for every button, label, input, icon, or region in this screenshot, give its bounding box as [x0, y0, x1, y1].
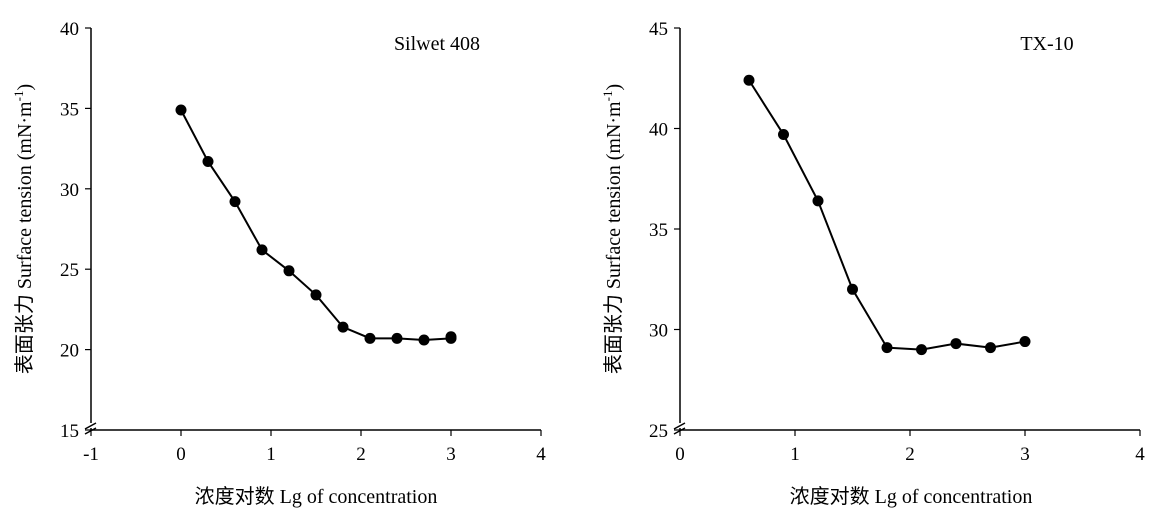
data-point [310, 289, 322, 301]
x-tick-label: 2 [905, 444, 915, 465]
data-point [418, 334, 430, 346]
data-point [391, 332, 403, 344]
x-axis-label: 浓度对数 Lg of concentration [195, 485, 438, 508]
data-point [778, 129, 789, 141]
x-tick-label: 1 [790, 444, 800, 465]
data-point [881, 342, 893, 354]
data-point [175, 104, 187, 116]
y-tick-label: 35 [649, 220, 668, 241]
y-tick-label: 40 [649, 120, 668, 141]
series-annotation: Silwet 408 [394, 33, 480, 55]
y-tick-label: 30 [649, 321, 668, 342]
data-point [916, 344, 927, 356]
data-point [337, 321, 349, 333]
x-tick-label: 2 [356, 444, 366, 465]
y-tick-label: 25 [60, 260, 79, 281]
axis-break-mark [84, 422, 97, 430]
x-axis-label: 浓度对数 Lg of concentration [790, 485, 1033, 508]
series-line [180, 109, 452, 341]
y-tick-label: 30 [60, 180, 79, 201]
data-point [202, 155, 214, 167]
x-tick-label: 3 [1020, 444, 1030, 465]
x-tick-label: 4 [536, 444, 546, 465]
chart-panel-1: 15 20 25 30 35 40 -1 0 1 2 3 4 Silwet 408 浓度对数 Lg of … [11, 19, 546, 508]
x-tick-label: 0 [675, 444, 685, 465]
data-point [229, 196, 241, 208]
series-line [748, 79, 1026, 351]
x-tick-label: 4 [1135, 444, 1145, 465]
data-point [847, 283, 858, 295]
y-tick-label: 35 [60, 99, 79, 120]
data-point [743, 74, 755, 86]
y-tick-label: 15 [60, 421, 79, 442]
x-tick-label: 1 [266, 444, 276, 465]
x-tick-label: 0 [176, 444, 186, 465]
axis-break-mark [673, 422, 686, 430]
data-point [283, 265, 295, 277]
data-point [985, 342, 996, 354]
y-tick-label: 20 [60, 341, 79, 362]
x-tick-label: -1 [83, 444, 99, 465]
y-axis-label: 表面张力 Surface tension (mN·m-1) [11, 84, 36, 374]
data-point [950, 338, 962, 350]
data-point [1019, 336, 1031, 348]
y-tick-label: 25 [649, 421, 668, 442]
y-tick-label: 45 [649, 19, 668, 40]
data-point [364, 332, 376, 344]
x-tick-label: 3 [446, 444, 456, 465]
data-point [445, 331, 457, 343]
y-tick-label: 40 [60, 19, 79, 40]
data-point [256, 244, 268, 256]
chart-panel-2: 25 30 35 40 45 0 1 2 3 4 TX-10 浓度对数 Lg of concentra… [600, 19, 1145, 508]
y-axis-label: 表面张力 Surface tension (mN·m-1) [600, 84, 625, 374]
data-point [812, 195, 824, 207]
series-annotation: TX-10 [1020, 33, 1073, 55]
